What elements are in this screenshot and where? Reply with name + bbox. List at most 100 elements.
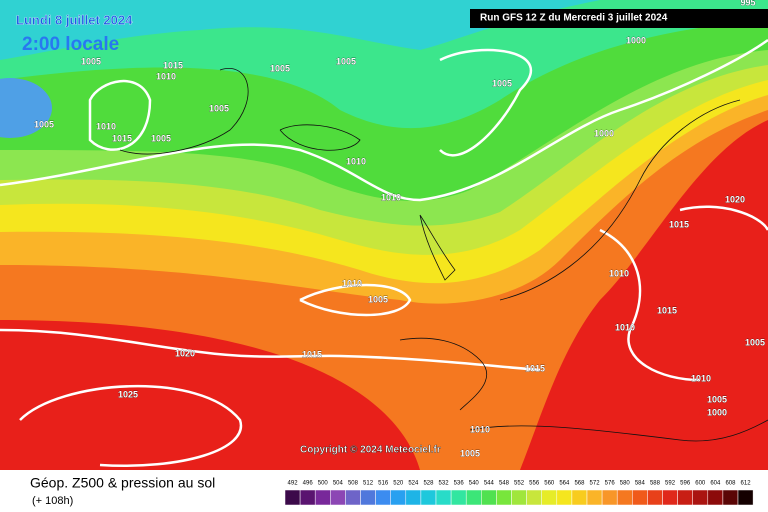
isobar-label: 1015 — [525, 363, 545, 373]
colorbar-label: 612 — [741, 481, 752, 487]
copyright: Copyright © 2024 Meteociel.fr — [300, 445, 441, 456]
colorbar-swatch — [556, 489, 573, 506]
isobar-label: 1020 — [175, 348, 195, 358]
footer-lead: (+ 108h) — [32, 495, 73, 507]
isobar-label: 1015 — [302, 349, 322, 359]
colorbar-swatch — [526, 489, 542, 506]
colorbar-label: 576 — [605, 481, 616, 487]
colorbar-label: 600 — [695, 481, 706, 487]
isobar-label: 1025 — [118, 389, 138, 399]
isobar-label: 1010 — [156, 71, 176, 81]
colorbar-label: 608 — [725, 481, 736, 487]
colorbar-label: 596 — [680, 481, 691, 487]
colorbar-swatch — [647, 489, 663, 506]
colorbar-swatch — [360, 489, 376, 506]
colorbar-swatch — [450, 489, 467, 506]
run-banner — [470, 9, 768, 28]
isobar-label: 1005 — [151, 133, 171, 143]
footer-title: Géop. Z500 & pression au sol — [30, 475, 215, 491]
isobar-label: 1010 — [691, 373, 711, 383]
isobar-label: 1005 — [460, 448, 480, 458]
colorbar: 492 496 500 504 508 512 516 520 524 528 532 536 540 5… — [284, 481, 754, 506]
isobar-label: 1005 — [707, 394, 727, 404]
colorbar-label: 560 — [544, 481, 555, 487]
colorbar-swatch — [677, 489, 693, 506]
isobar-label: 1010 — [615, 322, 635, 332]
colorbar-label: 532 — [439, 481, 450, 487]
colorbar-swatch — [632, 489, 648, 506]
colorbar-swatch — [601, 489, 618, 506]
colorbar-label: 588 — [650, 481, 661, 487]
isobar-label: 1000 — [707, 407, 727, 417]
field-blob — [0, 78, 52, 138]
colorbar-swatch — [707, 489, 724, 506]
colorbar-swatch — [481, 489, 497, 506]
run-label: Run GFS 12 Z du Mercredi 3 juillet 2024 — [480, 13, 668, 24]
colorbar-label: 520 — [393, 481, 404, 487]
isobar-label: 1010 — [342, 278, 362, 288]
colorbar-swatch — [496, 489, 512, 506]
isobar-label: 1015 — [669, 219, 689, 229]
colorbar-label: 572 — [590, 481, 601, 487]
colorbar-label: 524 — [408, 481, 419, 487]
colorbar-label: 516 — [378, 481, 389, 487]
isobar-label: 1005 — [270, 63, 290, 73]
colorbar-label: 548 — [499, 481, 510, 487]
colorbar-swatch — [586, 489, 603, 506]
colorbar-swatch — [390, 489, 407, 506]
isobar-label: 1015 — [163, 60, 183, 70]
colorbar-label: 540 — [469, 481, 480, 487]
colorbar-swatch — [692, 489, 709, 506]
colorbar-label: 492 — [288, 481, 299, 487]
colorbar-swatch — [314, 489, 331, 506]
colorbar-label: 536 — [454, 481, 465, 487]
isobar-label: 1005 — [336, 56, 356, 66]
colorbar-swatch — [571, 489, 588, 506]
colorbar-label: 592 — [665, 481, 676, 487]
colorbar-swatch — [330, 489, 346, 506]
date-label: Lundi 8 juillet 2024 — [16, 12, 133, 27]
colorbar-label: 508 — [348, 481, 359, 487]
colorbar-label: 564 — [559, 481, 570, 487]
colorbar-swatch — [284, 489, 301, 506]
colorbar-label: 528 — [423, 481, 434, 487]
isobar-label: 1005 — [81, 56, 101, 66]
isobar-label: 1010 — [96, 121, 116, 131]
colorbar-swatch — [465, 489, 482, 506]
isobar-label: 1000 — [594, 128, 614, 138]
colorbar-swatch — [299, 489, 316, 506]
isobar-label: 1005 — [34, 119, 54, 129]
isobar-label: 1000 — [626, 35, 646, 45]
field-band — [0, 0, 768, 129]
isobar-label: 1005 — [209, 103, 229, 113]
colorbar-label: 496 — [303, 481, 314, 487]
isobars — [0, 38, 768, 467]
time-label: 2:00 locale — [22, 34, 119, 55]
colorbar-label: 584 — [635, 481, 646, 487]
colorbar-label: 512 — [363, 481, 374, 487]
colorbar-swatch — [420, 489, 437, 506]
isobar-label: 1010 — [609, 268, 629, 278]
isobar-label: 1010 — [381, 192, 401, 202]
isobar-label: 1005 — [492, 78, 512, 88]
colorbar-swatch — [541, 489, 558, 506]
colorbar-swatch — [737, 489, 754, 506]
isobar-label: 1020 — [725, 194, 745, 204]
colorbar-swatch — [435, 489, 452, 506]
colorbar-swatch — [405, 489, 422, 506]
colorbar-label: 580 — [620, 481, 631, 487]
isobar-label: 1015 — [657, 305, 677, 315]
colorbar-swatch — [345, 489, 361, 506]
coastlines — [119, 68, 768, 442]
colorbar-swatch — [375, 489, 391, 506]
colorbar-label: 500 — [318, 481, 329, 487]
isobar-label: 1015 — [112, 133, 132, 143]
colorbar-swatch — [616, 489, 633, 506]
isobar-label: 1010 — [346, 156, 366, 166]
colorbar-label: 504 — [333, 481, 344, 487]
colorbar-label: 552 — [514, 481, 525, 487]
colorbar-swatch — [511, 489, 527, 506]
colorbar-swatch — [662, 489, 678, 506]
